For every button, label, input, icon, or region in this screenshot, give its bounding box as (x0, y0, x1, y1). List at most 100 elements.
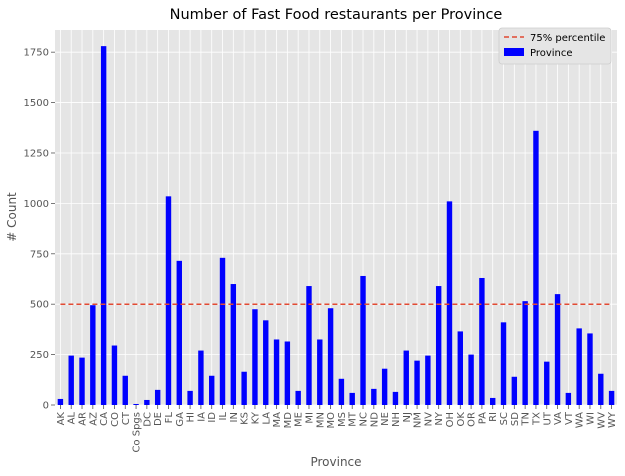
legend-province-swatch (504, 48, 524, 56)
y-tick-label: 1000 (24, 199, 49, 210)
bar-mi (306, 286, 312, 405)
y-tick-label: 750 (30, 249, 49, 260)
x-tick-label: NV (423, 412, 434, 426)
bar-al (68, 355, 74, 405)
x-axis-title: Province (310, 455, 361, 469)
bar-wa (576, 328, 582, 405)
x-tick-label: AZ (88, 412, 99, 426)
x-tick-label: DE (153, 412, 164, 426)
y-tick-label: 1250 (24, 148, 49, 159)
x-tick-label: IA (196, 412, 207, 422)
bar-la (263, 320, 269, 405)
y-tick-label: 500 (30, 300, 49, 311)
x-tick-label: PA (477, 412, 488, 424)
bar-co (111, 345, 118, 405)
x-tick-label: OK (456, 412, 467, 427)
x-tick-label: RI (488, 412, 499, 422)
bar-pa (479, 277, 485, 405)
bar-ri (490, 397, 496, 405)
x-tick-label: ME (294, 412, 305, 427)
legend-percentile-label: 75% percentile (530, 33, 605, 44)
bar-ma (273, 339, 280, 405)
legend-box (498, 27, 612, 65)
x-tick-label: MS (337, 412, 348, 427)
x-tick-label: VA (553, 412, 564, 425)
x-tick-label: AL (67, 412, 78, 425)
x-tick-label: MD (283, 412, 294, 429)
bar-mt (349, 392, 355, 405)
bar-il (219, 257, 226, 405)
bar-nj (403, 350, 409, 405)
bar-dc (144, 399, 150, 405)
x-tick-label: GA (175, 412, 186, 427)
bar-or (468, 354, 474, 405)
x-tick-label: SD (510, 412, 521, 426)
x-tick-label: ID (207, 412, 218, 423)
x-tick-label: UT (542, 411, 553, 425)
bar-az (90, 305, 96, 405)
bar-ak (57, 398, 64, 405)
bar-nh (392, 391, 399, 405)
y-tick-label: 250 (30, 350, 49, 361)
x-tick-label: KS (240, 412, 251, 425)
x-tick-label: ND (369, 412, 380, 427)
bar-me (295, 390, 301, 405)
x-tick-label: NC (359, 412, 370, 426)
x-tick-label: MI (304, 412, 315, 424)
bar-tn (522, 301, 528, 405)
x-tick-label: CT (121, 411, 132, 425)
bar-ia (198, 350, 204, 405)
x-tick-label: WV (596, 412, 607, 429)
bar-fl (165, 196, 172, 405)
x-tick-label: WA (575, 412, 586, 428)
y-tick-label: 1750 (24, 48, 49, 59)
x-tick-label: VT (564, 411, 575, 425)
x-tick-label: MN (315, 412, 326, 428)
x-tick-label: AR (78, 412, 89, 426)
bar-co-spgs (133, 403, 139, 405)
x-tick-label: SC (499, 412, 510, 425)
bar-ok (457, 331, 463, 405)
bar-ga (176, 260, 182, 405)
bar-md (284, 341, 291, 405)
x-tick-label: LA (261, 412, 272, 425)
x-tick-label: OH (445, 412, 456, 427)
x-tick-label: NY (434, 411, 445, 425)
x-tick-label: WI (585, 412, 596, 425)
y-axis-ticks: 0 250 500 750 1000 1250 1500 1750 (24, 48, 55, 412)
bar-ms (338, 378, 345, 405)
bar-nm (414, 360, 420, 405)
bar-id (209, 375, 215, 405)
bar-mn (317, 339, 323, 405)
bar-wy (608, 390, 615, 405)
bar-ne (381, 368, 388, 405)
x-tick-label: HI (186, 412, 197, 422)
x-tick-label: KY (250, 411, 261, 424)
bar-nd (371, 388, 377, 405)
y-tick-label: 0 (43, 401, 49, 412)
bar-oh (446, 201, 453, 405)
chart-title: Number of Fast Food restaurants per Prov… (170, 7, 503, 23)
x-tick-label: TX (531, 412, 542, 426)
bar-va (554, 294, 561, 405)
bar-ky (252, 309, 258, 405)
x-tick-label: MO (326, 412, 337, 429)
bar-nv (425, 355, 431, 405)
bars (57, 46, 615, 406)
y-tick-label: 1500 (24, 98, 49, 109)
bar-wv (598, 373, 604, 405)
bar-ny (435, 286, 442, 405)
bar-sc (500, 322, 507, 405)
legend-province-label: Province (530, 48, 573, 59)
x-tick-label: IL (218, 412, 229, 421)
bar-vt (565, 392, 572, 405)
x-tick-label: NE (380, 412, 391, 426)
bar-tx (533, 130, 539, 405)
bar-ct (122, 375, 128, 405)
bar-mo (327, 308, 334, 405)
x-tick-label: TN (521, 412, 532, 427)
x-tick-label: DC (142, 412, 153, 427)
x-tick-label: NM (413, 412, 424, 428)
x-axis-ticks: AK AL AR AZ CA CO CT Co Spgs DC DE FL GA HI IA ID IL IN K… (56, 405, 618, 453)
